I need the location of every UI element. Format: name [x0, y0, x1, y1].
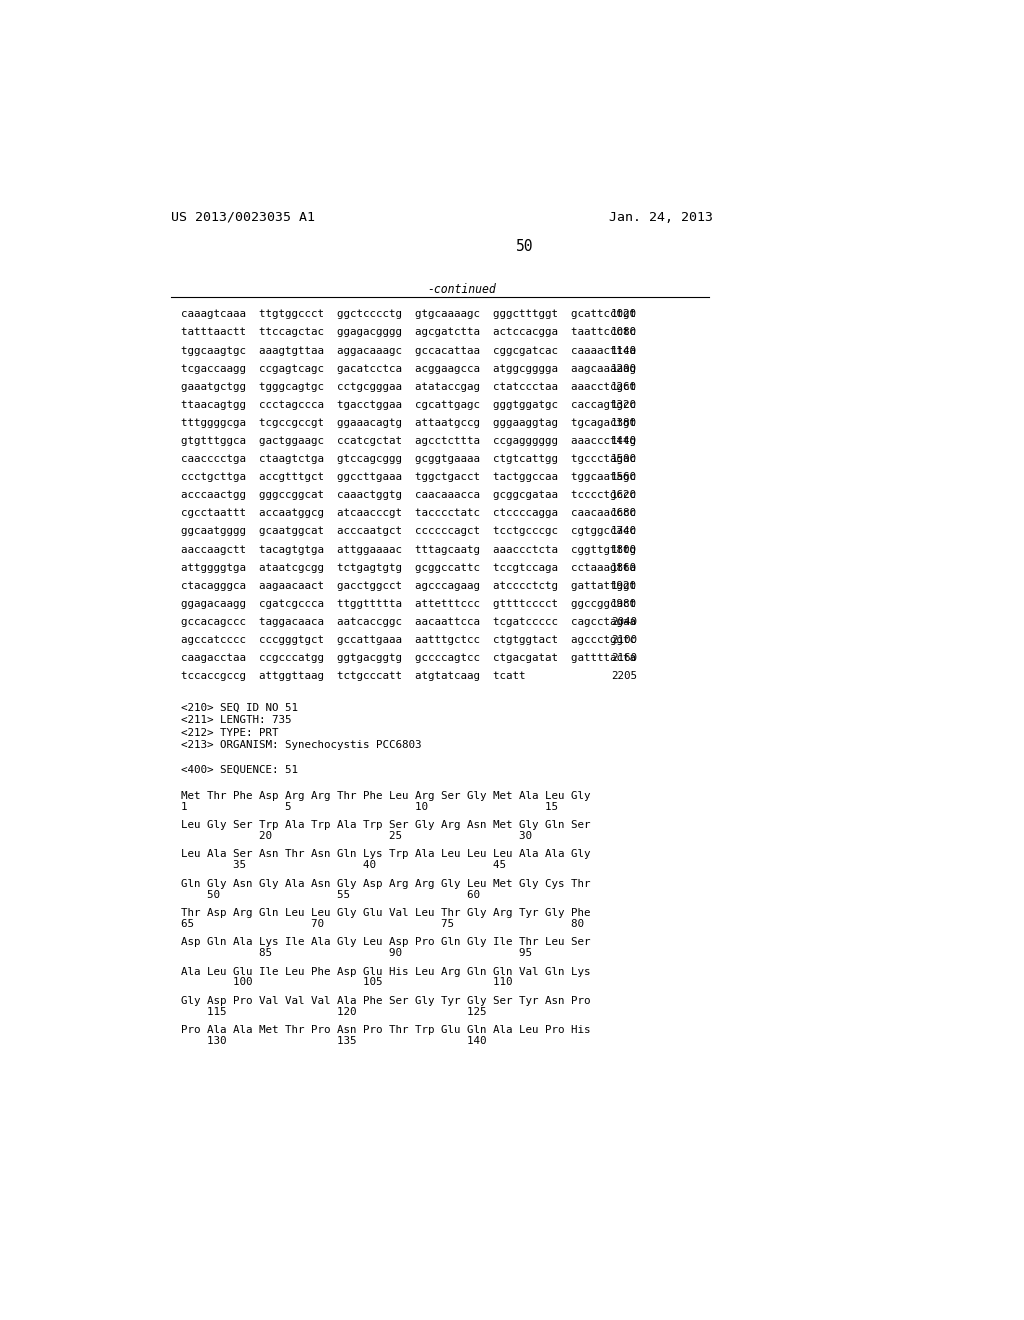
Text: 130                 135                 140: 130 135 140 [180, 1036, 486, 1045]
Text: 1440: 1440 [611, 436, 637, 446]
Text: caagacctaa  ccgcccatgg  ggtgacggtg  gccccagtcc  ctgacgatat  gattttacta: caagacctaa ccgcccatgg ggtgacggtg gccccag… [180, 653, 636, 663]
Text: cgcctaattt  accaatggcg  atcaacccgt  tacccctatc  ctccccagga  caacaacccc: cgcctaattt accaatggcg atcaacccgt tacccct… [180, 508, 636, 519]
Text: 1260: 1260 [611, 381, 637, 392]
Text: 1680: 1680 [611, 508, 637, 519]
Text: -continued: -continued [427, 284, 496, 296]
Text: 35                  40                  45: 35 40 45 [180, 861, 506, 870]
Text: gccacagccc  taggacaaca  aatcaccggc  aacaattcca  tcgatccccc  cagcctagaa: gccacagccc taggacaaca aatcaccggc aacaatt… [180, 616, 636, 627]
Text: tggcaagtgc  aaagtgttaa  aggacaaagc  gccacattaa  cggcgatcac  caaaacttca: tggcaagtgc aaagtgttaa aggacaaagc gccacat… [180, 346, 636, 355]
Text: 2160: 2160 [611, 653, 637, 663]
Text: 1980: 1980 [611, 599, 637, 609]
Text: agccatcccc  cccgggtgct  gccattgaaa  aatttgctcc  ctgtggtact  agccctggtc: agccatcccc cccgggtgct gccattgaaa aatttgc… [180, 635, 636, 645]
Text: ccctgcttga  accgtttgct  ggccttgaaa  tggctgacct  tactggccaa  tggcaatagc: ccctgcttga accgtttgct ggccttgaaa tggctga… [180, 473, 636, 482]
Text: tccaccgccg  attggttaag  tctgcccatt  atgtatcaag  tcatt: tccaccgccg attggttaag tctgcccatt atgtatc… [180, 671, 525, 681]
Text: ttaacagtgg  ccctagccca  tgacctggaa  cgcattgagc  gggtggatgc  caccagtgcc: ttaacagtgg ccctagccca tgacctggaa cgcattg… [180, 400, 636, 409]
Text: caacccctga  ctaagtctga  gtccagcggg  gcggtgaaaa  ctgtcattgg  tgccctagac: caacccctga ctaagtctga gtccagcggg gcggtga… [180, 454, 636, 465]
Text: Gln Gly Asn Gly Ala Asn Gly Asp Arg Arg Gly Leu Met Gly Cys Thr: Gln Gly Asn Gly Ala Asn Gly Asp Arg Arg … [180, 879, 590, 888]
Text: 1800: 1800 [611, 545, 637, 554]
Text: 1860: 1860 [611, 562, 637, 573]
Text: 1320: 1320 [611, 400, 637, 409]
Text: 2040: 2040 [611, 616, 637, 627]
Text: 1380: 1380 [611, 418, 637, 428]
Text: 50: 50 [516, 239, 534, 255]
Text: 1500: 1500 [611, 454, 637, 465]
Text: 1020: 1020 [611, 309, 637, 319]
Text: ggcaatgggg  gcaatggcat  acccaatgct  ccccccagct  tcctgcccgc  cgtggccacc: ggcaatgggg gcaatggcat acccaatgct cccccca… [180, 527, 636, 536]
Text: tatttaactt  ttccagctac  ggagacgggg  agcgatctta  actccacgga  taattccctc: tatttaactt ttccagctac ggagacgggg agcgatc… [180, 327, 636, 338]
Text: <212> TYPE: PRT: <212> TYPE: PRT [180, 727, 279, 738]
Text: ctacagggca  aagaacaact  gacctggcct  agcccagaag  atcccctctg  gattattggt: ctacagggca aagaacaact gacctggcct agcccag… [180, 581, 636, 591]
Text: acccaactgg  gggccggcat  caaactggtg  caacaaacca  gcggcgataa  tcccctgccc: acccaactgg gggccggcat caaactggtg caacaaa… [180, 490, 636, 500]
Text: 1080: 1080 [611, 327, 637, 338]
Text: attggggtga  ataatcgcgg  tctgagtgtg  gcggccattc  tccgtccaga  cctaaagtta: attggggtga ataatcgcgg tctgagtgtg gcggcca… [180, 562, 636, 573]
Text: tcgaccaagg  ccgagtcagc  gacatcctca  acggaagcca  atggcgggga  aagcaaaaag: tcgaccaagg ccgagtcagc gacatcctca acggaag… [180, 363, 636, 374]
Text: 1740: 1740 [611, 527, 637, 536]
Text: 65                  70                  75                  80: 65 70 75 80 [180, 919, 584, 929]
Text: 1560: 1560 [611, 473, 637, 482]
Text: gtgtttggca  gactggaagc  ccatcgctat  agcctcttta  ccgagggggg  aaaccctttg: gtgtttggca gactggaagc ccatcgctat agcctct… [180, 436, 636, 446]
Text: 1               5                   10                  15: 1 5 10 15 [180, 801, 558, 812]
Text: 115                 120                 125: 115 120 125 [180, 1007, 486, 1016]
Text: 2100: 2100 [611, 635, 637, 645]
Text: caaagtcaaa  ttgtggccct  ggctcccctg  gtgcaaaagc  gggctttggt  gcattcctgt: caaagtcaaa ttgtggccct ggctcccctg gtgcaaa… [180, 309, 636, 319]
Text: 1200: 1200 [611, 363, 637, 374]
Text: 1140: 1140 [611, 346, 637, 355]
Text: Gly Asp Pro Val Val Val Ala Phe Ser Gly Tyr Gly Ser Tyr Asn Pro: Gly Asp Pro Val Val Val Ala Phe Ser Gly … [180, 995, 590, 1006]
Text: gaaatgctgg  tgggcagtgc  cctgcgggaa  atataccgag  ctatccctaa  aaacctcgct: gaaatgctgg tgggcagtgc cctgcgggaa atatacc… [180, 381, 636, 392]
Text: Leu Gly Ser Trp Ala Trp Ala Trp Ser Gly Arg Asn Met Gly Gln Ser: Leu Gly Ser Trp Ala Trp Ala Trp Ser Gly … [180, 820, 590, 830]
Text: 100                 105                 110: 100 105 110 [180, 977, 512, 987]
Text: Ala Leu Glu Ile Leu Phe Asp Glu His Leu Arg Gln Gln Val Gln Lys: Ala Leu Glu Ile Leu Phe Asp Glu His Leu … [180, 966, 590, 977]
Text: Asp Gln Ala Lys Ile Ala Gly Leu Asp Pro Gln Gly Ile Thr Leu Ser: Asp Gln Ala Lys Ile Ala Gly Leu Asp Pro … [180, 937, 590, 948]
Text: Jan. 24, 2013: Jan. 24, 2013 [609, 211, 713, 224]
Text: 20                  25                  30: 20 25 30 [180, 832, 531, 841]
Text: ggagacaagg  cgatcgccca  ttggttttta  attetttccc  gttttcccct  ggccggcact: ggagacaagg cgatcgccca ttggttttta attettt… [180, 599, 636, 609]
Text: US 2013/0023035 A1: US 2013/0023035 A1 [171, 211, 314, 224]
Text: 1920: 1920 [611, 581, 637, 591]
Text: 85                  90                  95: 85 90 95 [180, 948, 531, 958]
Text: Thr Asp Arg Gln Leu Leu Gly Glu Val Leu Thr Gly Arg Tyr Gly Phe: Thr Asp Arg Gln Leu Leu Gly Glu Val Leu … [180, 908, 590, 917]
Text: 1620: 1620 [611, 490, 637, 500]
Text: <210> SEQ ID NO 51: <210> SEQ ID NO 51 [180, 704, 298, 713]
Text: 50                  55                  60: 50 55 60 [180, 890, 479, 899]
Text: Pro Ala Ala Met Thr Pro Asn Pro Thr Trp Glu Gln Ala Leu Pro His: Pro Ala Ala Met Thr Pro Asn Pro Thr Trp … [180, 1026, 590, 1035]
Text: <213> ORGANISM: Synechocystis PCC6803: <213> ORGANISM: Synechocystis PCC6803 [180, 741, 421, 750]
Text: <211> LENGTH: 735: <211> LENGTH: 735 [180, 715, 291, 726]
Text: aaccaagctt  tacagtgtga  attggaaaac  tttagcaatg  aaaccctcta  cggttgtttg: aaccaagctt tacagtgtga attggaaaac tttagca… [180, 545, 636, 554]
Text: Leu Ala Ser Asn Thr Asn Gln Lys Trp Ala Leu Leu Leu Ala Ala Gly: Leu Ala Ser Asn Thr Asn Gln Lys Trp Ala … [180, 850, 590, 859]
Text: <400> SEQUENCE: 51: <400> SEQUENCE: 51 [180, 764, 298, 775]
Text: Met Thr Phe Asp Arg Arg Thr Phe Leu Arg Ser Gly Met Ala Leu Gly: Met Thr Phe Asp Arg Arg Thr Phe Leu Arg … [180, 791, 590, 801]
Text: tttggggcga  tcgccgccgt  ggaaacagtg  attaatgccg  gggaaggtag  tgcagactgt: tttggggcga tcgccgccgt ggaaacagtg attaatg… [180, 418, 636, 428]
Text: 2205: 2205 [611, 671, 637, 681]
